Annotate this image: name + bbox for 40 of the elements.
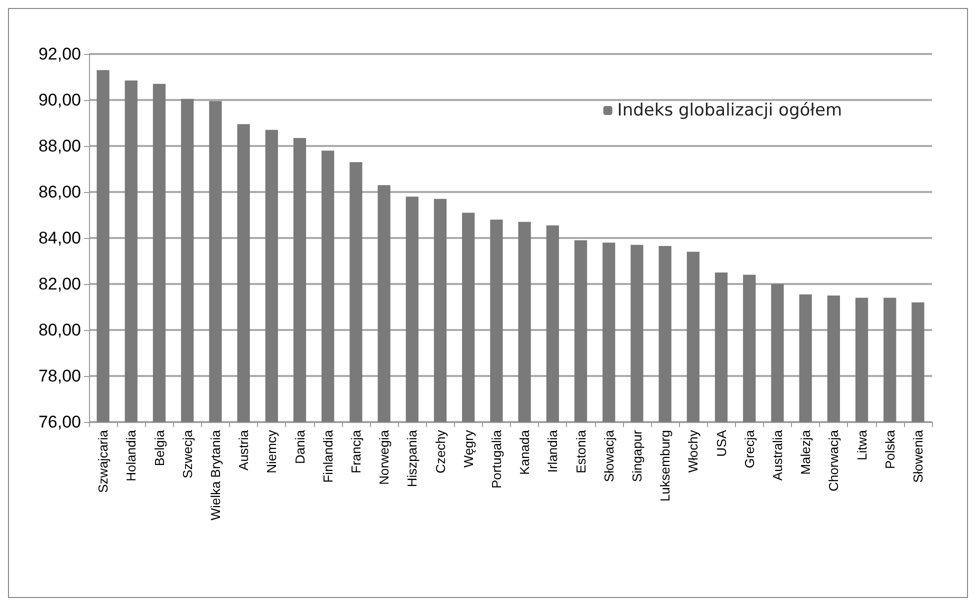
y-tick-label: 84,00 — [38, 228, 81, 248]
x-tick-label: Belgia — [152, 429, 167, 466]
x-tick-label: Estonia — [573, 429, 588, 474]
x-tick-label: Austria — [236, 429, 252, 470]
x-tick-label: Szwajcaria — [96, 429, 111, 493]
x-tick-label: Dania — [292, 429, 308, 464]
x-tick-label: Węgry — [460, 430, 476, 468]
x-tick-label: Norwegia — [376, 429, 392, 485]
y-tick-label: 86,00 — [38, 182, 81, 202]
x-tick-label: Singapur — [629, 429, 644, 482]
x-tick-label: Hiszpania — [404, 429, 420, 488]
x-tick-label: Kanada — [517, 429, 532, 475]
x-tick-label: Chorwacja — [826, 429, 842, 492]
x-tick-label: Francja — [348, 429, 364, 474]
y-tick-label: 82,00 — [38, 274, 81, 294]
y-tick-label: 78,00 — [38, 366, 81, 386]
x-tick-label: Szwecja — [180, 429, 195, 478]
x-tick-label: Czechy — [432, 430, 448, 474]
x-tick-label: Włochy — [686, 430, 701, 473]
y-tick-label: 80,00 — [38, 320, 81, 340]
x-tick-label: Grecja — [742, 429, 757, 468]
x-tick-label: Polska — [882, 429, 898, 470]
x-tick-label: USA — [714, 430, 729, 457]
x-tick-label: Luksemburg — [658, 430, 673, 502]
y-tick-label: 92,00 — [38, 44, 81, 64]
x-tick-label: Wielka Brytania — [208, 429, 223, 520]
x-tick-label: Litwa — [854, 429, 870, 460]
x-tick-label: Malezja — [798, 429, 814, 475]
y-tick-label: 88,00 — [38, 136, 81, 156]
x-tick-label: Irlandia — [545, 429, 560, 473]
y-tick-label: 76,00 — [38, 412, 81, 432]
x-tick-label: Holandia — [124, 429, 139, 482]
x-tick-label: Finlandia — [320, 429, 336, 483]
y-tick-label: 90,00 — [38, 90, 81, 110]
x-tick-label: Portugalia — [488, 429, 504, 489]
x-tick-label: Niemcy — [264, 430, 280, 474]
x-tick-label: Australia — [770, 429, 785, 481]
x-tick-label: Słowacja — [601, 429, 616, 482]
x-tick-label: Słowenia — [910, 429, 926, 483]
legend-label: Indeks globalizacji ogółem — [617, 100, 842, 120]
